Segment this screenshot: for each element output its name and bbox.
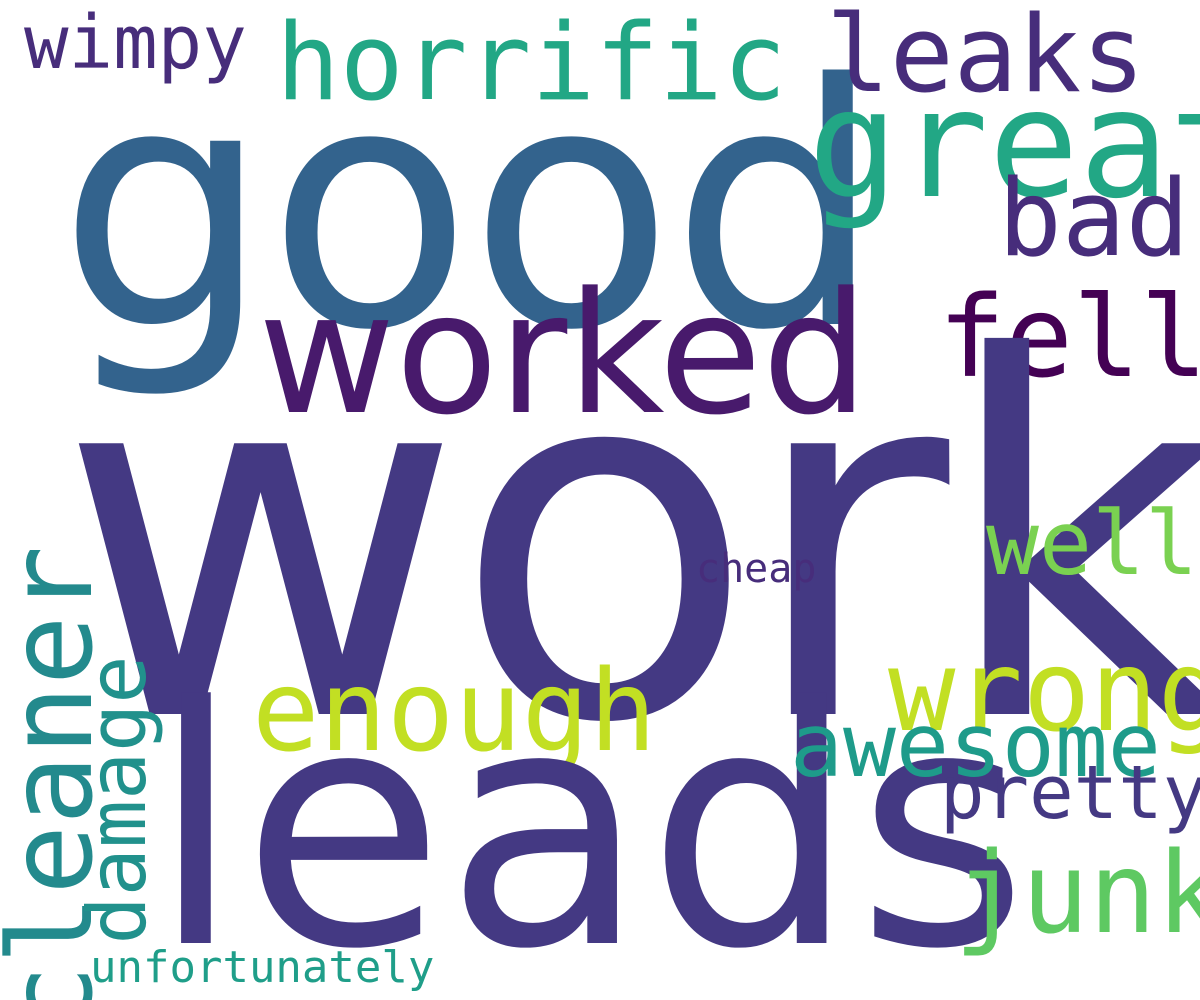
word-work: work [58,255,1200,831]
word-worked: worked [258,256,869,452]
word-pretty: pretty [940,750,1200,836]
word-leads: leads [150,637,1029,1000]
word-great: great [808,58,1200,232]
word-horrific: horrific [276,1,787,124]
word-good: good [58,14,883,404]
word-fell: fell [938,273,1200,403]
word-bad: bad [998,157,1190,280]
word-damage: damage [71,655,164,945]
word-leaks: leaks [826,0,1146,116]
word-awesome: awesome [790,694,1161,797]
word-enough: enough [252,647,657,777]
word-wimpy: wimpy [24,0,247,86]
word-junk: junk [954,829,1200,959]
word-well: well [986,492,1198,595]
word-unfortunately: unfortunately [90,942,435,993]
word-cheap: cheap [696,546,817,592]
word-wrong: wrong [888,627,1200,757]
